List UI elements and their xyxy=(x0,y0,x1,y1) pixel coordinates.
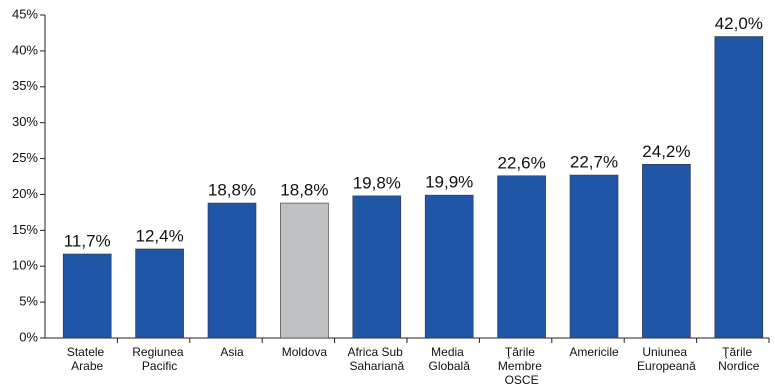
y-tick-label: 25% xyxy=(12,150,38,165)
value-label: 22,7% xyxy=(570,153,618,172)
bar xyxy=(207,202,257,339)
y-tick-label: 15% xyxy=(12,222,38,237)
x-tick-label: Ţările Nordice xyxy=(718,345,760,373)
value-label: 24,2% xyxy=(642,142,690,161)
value-label: 19,8% xyxy=(353,173,401,192)
bar xyxy=(352,195,402,339)
value-label: 22,6% xyxy=(497,153,545,172)
y-tick-label: 40% xyxy=(12,42,38,57)
x-tick-label: Uniunea Europeană xyxy=(637,345,696,373)
bar xyxy=(569,174,619,339)
y-tick-label: 10% xyxy=(12,258,38,273)
bar xyxy=(714,36,764,339)
y-tick-label: 30% xyxy=(12,114,38,129)
x-tick-label: Statele Arabe xyxy=(67,345,108,373)
bar xyxy=(62,253,112,339)
x-tick-label: Media Globală xyxy=(429,345,471,373)
bar xyxy=(424,194,474,339)
x-tick-label: Regiunea Pacific xyxy=(132,345,187,373)
x-tick-label: Moldova xyxy=(282,345,328,359)
x-tick-label: Ţările Membre OSCE xyxy=(498,345,545,387)
bar xyxy=(642,163,691,339)
y-tick-label: 35% xyxy=(12,78,38,93)
bar xyxy=(280,202,329,339)
value-label: 18,8% xyxy=(280,181,328,200)
x-tick-label: Africa Sub Sahariană xyxy=(347,345,406,373)
y-tick-label: 20% xyxy=(12,186,38,201)
x-tick-label: Americile xyxy=(569,345,619,359)
value-label: 12,4% xyxy=(135,226,183,245)
bar xyxy=(497,175,546,339)
x-tick-label: Asia xyxy=(220,345,244,359)
bar xyxy=(135,248,184,339)
value-label: 18,8% xyxy=(208,181,256,200)
y-tick-label: 45% xyxy=(12,6,38,21)
value-label: 42,0% xyxy=(715,14,763,33)
y-tick-label: 5% xyxy=(19,294,38,309)
value-label: 19,9% xyxy=(425,173,473,192)
y-tick-label: 0% xyxy=(19,329,38,344)
value-label: 11,7% xyxy=(64,232,111,251)
